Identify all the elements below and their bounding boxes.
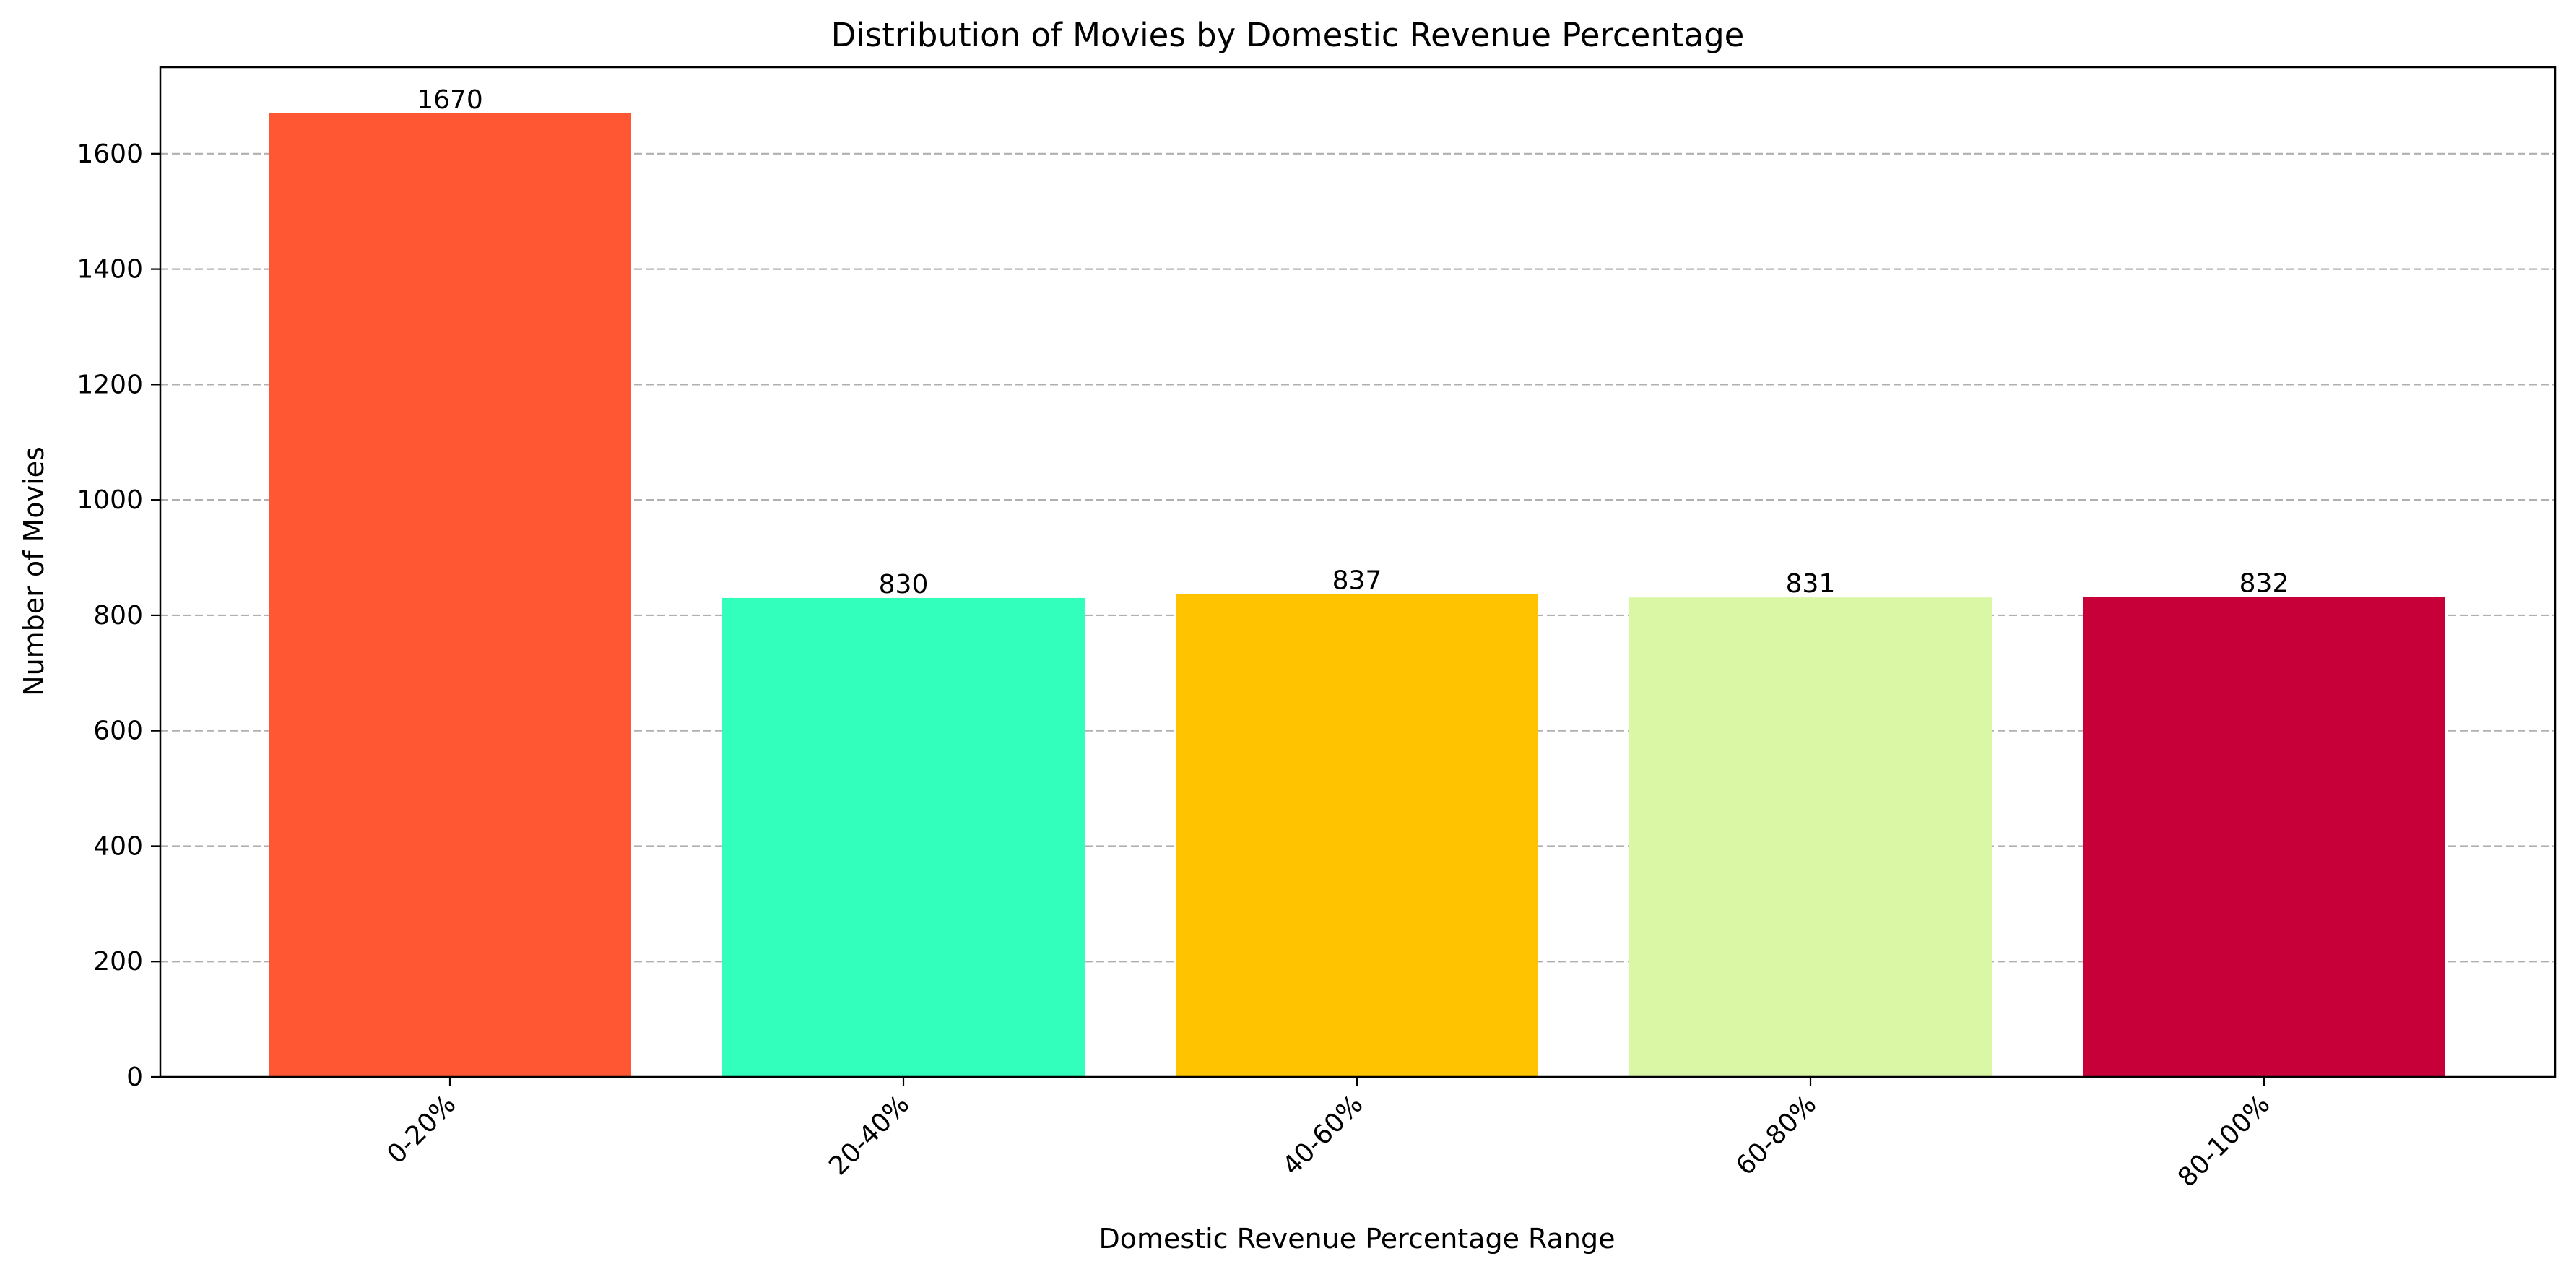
y-axis-label: Number of Movies bbox=[18, 446, 50, 696]
bar-value-label: 832 bbox=[2239, 568, 2289, 598]
bar-value-label: 837 bbox=[1332, 566, 1382, 595]
y-tick-label: 1000 bbox=[77, 485, 143, 515]
chart-title: Distribution of Movies by Domestic Reven… bbox=[831, 16, 1745, 54]
y-tick-label: 200 bbox=[93, 947, 143, 977]
y-tick-label: 600 bbox=[93, 717, 143, 746]
y-tick-label: 800 bbox=[93, 601, 143, 631]
bar bbox=[269, 113, 631, 1077]
bar bbox=[1176, 594, 1538, 1077]
y-tick-label: 400 bbox=[93, 831, 143, 861]
bar-value-label: 831 bbox=[1786, 569, 1836, 599]
bar bbox=[2083, 597, 2445, 1077]
bar-value-label: 1670 bbox=[417, 85, 483, 115]
y-tick-label: 1400 bbox=[77, 255, 143, 285]
y-tick-label: 1200 bbox=[77, 370, 143, 399]
data-labels: 1670 830 837 831 832 bbox=[417, 85, 2289, 599]
y-axis-ticks: 0 200 400 600 800 1000 1200 1400 1600 bbox=[77, 139, 160, 1092]
bar bbox=[1629, 597, 1992, 1077]
bars bbox=[269, 113, 2445, 1077]
y-tick-label: 1600 bbox=[77, 139, 143, 169]
bar-value-label: 830 bbox=[879, 570, 929, 599]
x-axis-label: Domestic Revenue Percentage Range bbox=[1099, 1223, 1616, 1255]
bar bbox=[722, 597, 1085, 1077]
y-tick-label: 0 bbox=[126, 1062, 143, 1092]
